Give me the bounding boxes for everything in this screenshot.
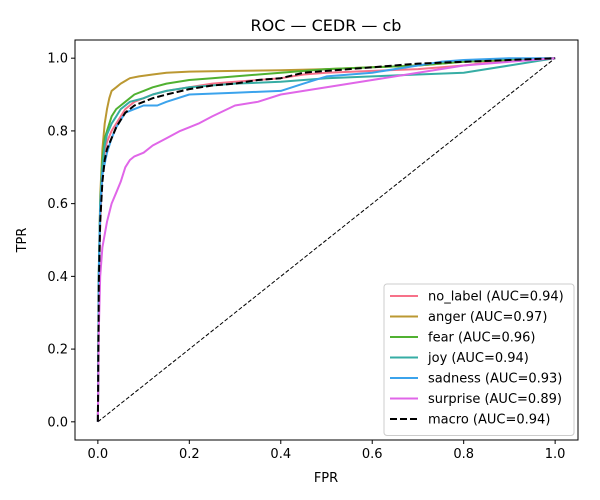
legend-entry-6: macro (AUC=0.94)	[428, 413, 550, 428]
legend: no_label (AUC=0.94) anger (AUC=0.97) fear …	[383, 283, 575, 436]
legend-entry-3: joy (AUC=0.94)	[427, 351, 529, 366]
axes-frame	[74, 39, 579, 441]
series-line-3	[96, 57, 556, 422]
y-tick-label: 0.6	[47, 197, 68, 212]
y-axis-ticks: 0.0 0.2 0.4 0.6 0.8 1.0	[47, 52, 75, 430]
diagonal-reference-line	[97, 57, 556, 423]
legend-entry-1: anger (AUC=0.97)	[428, 310, 547, 325]
legend-entry-0: no_label (AUC=0.94)	[428, 290, 564, 305]
y-axis-label: TPR	[15, 228, 30, 254]
x-tick-label: 0.4	[270, 447, 291, 462]
x-tick-label: 0.0	[88, 447, 109, 462]
x-axis-label: FPR	[314, 471, 338, 486]
y-tick-label: 0.4	[47, 270, 68, 285]
x-axis-ticks: 0.0 0.2 0.4 0.6 0.8 1.0	[88, 440, 566, 462]
x-tick-label: 0.8	[453, 447, 474, 462]
y-tick-label: 0.2	[47, 343, 68, 358]
legend-box	[383, 283, 575, 436]
plot-area	[74, 39, 579, 441]
y-tick-label: 0.8	[47, 124, 68, 139]
x-tick-label: 1.0	[545, 447, 566, 462]
legend-entry-2: fear (AUC=0.96)	[428, 331, 536, 346]
x-tick-label: 0.6	[362, 447, 383, 462]
legend-entry-5: surprise (AUC=0.89)	[428, 392, 562, 407]
y-tick-label: 1.0	[47, 52, 68, 67]
chart-title: ROC — CEDR — cb	[251, 16, 402, 35]
legend-entry-4: sadness (AUC=0.93)	[428, 372, 562, 387]
y-tick-label: 0.0	[47, 415, 68, 430]
x-tick-label: 0.2	[179, 447, 200, 462]
series-line-5	[96, 57, 556, 422]
series-line-6	[96, 57, 556, 422]
